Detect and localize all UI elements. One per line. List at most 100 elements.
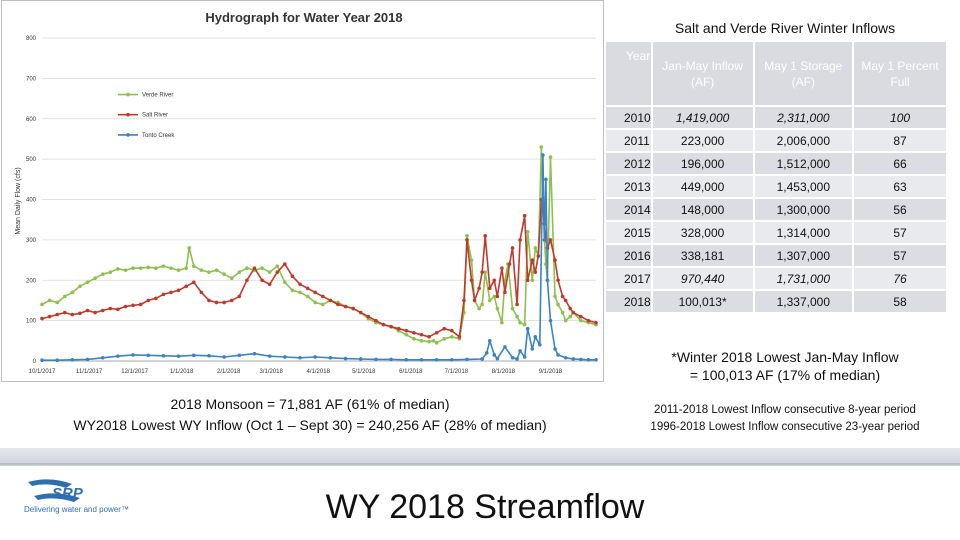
data-point: [161, 264, 166, 268]
data-point: [477, 286, 481, 291]
series-line-salt-river: [41, 198, 597, 338]
table-cell-pct: 100: [852, 105, 948, 130]
x-tick-label: 5/1/2018: [352, 369, 376, 375]
table-cell-inflow: 970,440: [650, 266, 755, 291]
data-point: [495, 356, 500, 361]
data-point: [328, 298, 333, 303]
data-point: [70, 290, 75, 295]
data-point: [290, 274, 295, 279]
table-row: 2011 223,000 2,006,000 87: [604, 128, 948, 153]
data-point: [492, 278, 497, 283]
data-point: [434, 330, 439, 335]
hydrograph-svg: Hydrograph for Water Year 2018 Mean Dail…: [15, 10, 598, 375]
legend-marker: [126, 112, 130, 117]
data-point: [313, 355, 318, 359]
data-point: [336, 302, 340, 307]
data-point: [169, 266, 173, 270]
data-point: [62, 310, 67, 315]
logo-tagline: Delivering water and power™: [24, 505, 129, 514]
data-point: [55, 312, 59, 317]
data-point: [222, 272, 226, 276]
consecutive-note-line2: 1996-2018 Lowest Inflow consecutive 23-y…: [650, 421, 920, 433]
data-point: [298, 355, 302, 360]
data-point: [328, 355, 333, 360]
data-point: [55, 358, 59, 362]
data-point: [503, 345, 507, 349]
data-point: [267, 354, 272, 358]
data-point: [267, 282, 272, 287]
data-point: [492, 353, 497, 357]
legend-marker: [126, 92, 130, 97]
data-point: [374, 357, 378, 362]
data-point: [484, 351, 489, 355]
data-point: [548, 318, 553, 323]
data-point: [553, 347, 557, 351]
data-point: [544, 177, 548, 182]
data-point: [252, 351, 257, 356]
data-point: [116, 354, 120, 358]
winter-note-line2: = 100,013 AF (17% of median): [689, 367, 881, 383]
chart-legend: Verde River Salt River Tonto Creek: [118, 93, 175, 139]
data-point: [483, 234, 488, 238]
header-inflow: Jan-May Inflow (AF): [650, 40, 755, 107]
data-point: [100, 355, 105, 360]
data-point: [237, 353, 242, 358]
data-point: [85, 357, 90, 362]
table-cell-pct: 57: [852, 243, 948, 268]
table-cell-inflow: 100,013*: [650, 289, 755, 314]
header-percent: May 1 Percent Full: [852, 40, 948, 107]
x-tick-label: 11/1/2017: [76, 369, 103, 375]
data-point: [207, 353, 211, 358]
data-point: [480, 302, 484, 307]
x-tick-label: 7/1/2018: [445, 369, 469, 375]
table-cell-inflow: 223,000: [650, 128, 755, 153]
data-point: [100, 272, 105, 276]
data-point: [556, 302, 560, 307]
data-point: [525, 326, 530, 331]
data-point: [161, 292, 166, 297]
legend-marker: [126, 133, 130, 137]
series-line-verde-river: [41, 146, 597, 344]
data-point: [78, 311, 82, 316]
table-cell-pct: 76: [852, 266, 948, 291]
srp-logo: SRP Delivering water and power™: [20, 478, 170, 518]
data-point: [427, 339, 431, 344]
data-point: [229, 298, 234, 303]
table-cell-inflow: 1,419,000: [650, 105, 755, 130]
data-point: [214, 268, 219, 272]
data-point: [187, 246, 192, 250]
data-point: [515, 302, 519, 307]
table-row: 2017 970,440 1,731,000 76: [604, 266, 948, 291]
table-cell-storage: 2,006,000: [752, 128, 855, 153]
data-point: [450, 328, 454, 333]
data-point: [40, 358, 44, 362]
data-point: [70, 312, 75, 317]
data-point: [553, 294, 557, 299]
data-point: [85, 308, 90, 313]
table-row: 2016 338,181 1,307,000 57: [604, 243, 948, 268]
data-point: [560, 310, 565, 315]
data-point: [500, 266, 504, 270]
data-point: [560, 294, 565, 299]
data-point: [199, 290, 204, 295]
data-point: [579, 314, 583, 319]
data-point: [539, 145, 544, 149]
data-point: [116, 307, 120, 312]
data-point: [191, 264, 196, 268]
data-point: [487, 286, 492, 291]
data-point: [252, 266, 257, 270]
header-storage: May 1 Storage (AF): [752, 40, 855, 107]
table-cell-year: 2012: [604, 151, 653, 176]
data-point: [487, 298, 492, 303]
data-point: [245, 278, 249, 283]
data-point: [533, 270, 538, 274]
table-cell-year: 2010: [604, 105, 653, 130]
table-cell-inflow: 148,000: [650, 197, 755, 222]
table-cell-storage: 1,314,000: [752, 220, 855, 245]
data-point: [40, 316, 44, 321]
data-point: [548, 155, 553, 159]
data-point: [522, 213, 527, 218]
data-point: [146, 265, 151, 270]
data-point: [245, 266, 249, 270]
data-point: [283, 280, 287, 285]
